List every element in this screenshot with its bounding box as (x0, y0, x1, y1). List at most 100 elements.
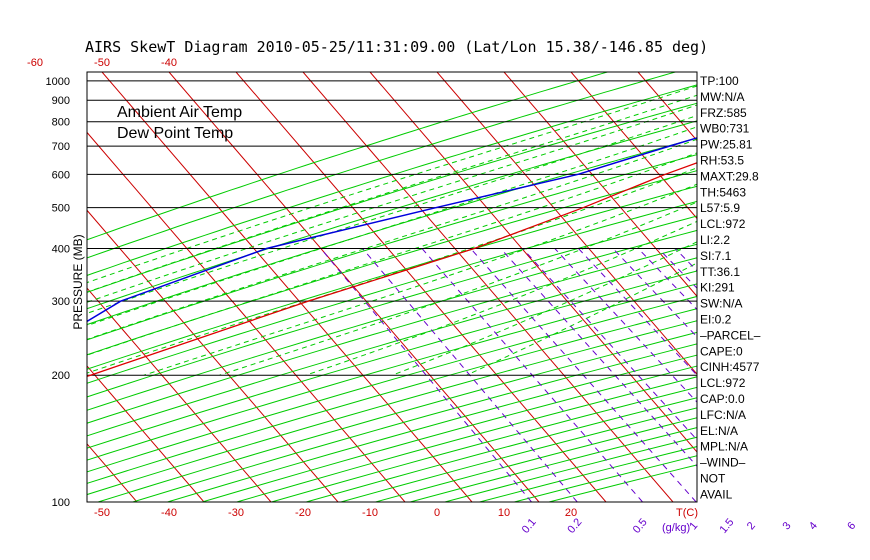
bottom-temp-tick-label: -40 (161, 507, 177, 519)
dry-adiabat-line (87, 295, 697, 473)
moist-adiabat-line (87, 115, 697, 314)
isotherm-line (0, 72, 3, 502)
mixing-ratio-line (746, 248, 870, 502)
pressure-tick-label: 1000 (46, 76, 70, 88)
dry-adiabat-line (87, 270, 697, 449)
index-label: –PARCEL– (700, 328, 761, 342)
pressure-tick-label: 400 (52, 243, 70, 255)
bottom-temp-tick-label: 10 (498, 507, 510, 519)
moist-adiabat-line (87, 94, 697, 293)
bottom-temp-tick-label: -50 (94, 507, 110, 519)
dry-adiabat-line (87, 102, 697, 293)
mixing-ratio-label: 0.1 (520, 516, 539, 535)
top-temp-tick-label: -60 (27, 57, 43, 69)
dry-adiabat-line (87, 215, 697, 398)
moist-adiabat-line (219, 201, 697, 376)
y-axis-label: PRESSURE (MB) (71, 234, 85, 329)
index-label: SW:N/A (700, 297, 742, 311)
dew-point-line (87, 137, 697, 323)
isotherm-line (302, 72, 674, 502)
bottom-temp-tick-label: -20 (295, 507, 311, 519)
index-label: MAXT:29.8 (700, 169, 759, 183)
top-temp-tick-label: -50 (94, 57, 110, 69)
mixing-ratio-line (764, 248, 870, 502)
mixing-ratio-label: 6 (845, 520, 858, 532)
mixing-ratio-line (793, 248, 870, 502)
moist-adiabat-line (87, 126, 697, 327)
mixing-ratio-line (578, 248, 697, 376)
index-label: RH:53.5 (700, 154, 744, 168)
moist-adiabat-line (87, 104, 697, 303)
isotherm-line (87, 287, 272, 502)
index-label: WB0:731 (700, 122, 750, 136)
bottom-temp-tick-label: 0 (434, 507, 440, 519)
moist-adiabat-line (87, 138, 697, 340)
dry-adiabat-line (87, 137, 697, 326)
dry-adiabat-line (87, 308, 697, 484)
dry-adiabat-line (132, 343, 697, 502)
dry-adiabat-line (87, 229, 697, 411)
dry-adiabat-line (87, 320, 697, 496)
index-label: LCL:972 (700, 376, 746, 390)
isotherm-line (0, 72, 70, 502)
mixing-ratio-label: 3 (781, 520, 794, 532)
dry-adiabat-line (87, 84, 697, 276)
mixing-ratio-label: 0.5 (631, 516, 650, 535)
mixing-ratio-line (554, 248, 697, 403)
legend-air-temp: Ambient Air Temp (117, 104, 242, 121)
index-label: EI:0.2 (700, 313, 732, 327)
mixing-ratio-line (724, 248, 870, 502)
bottom-temp-tick-label: -10 (362, 507, 378, 519)
isotherm-line (772, 72, 870, 502)
mixing-ratio-line (612, 248, 697, 338)
grid-layer (0, 72, 870, 502)
moist-adiabat-line (392, 241, 697, 376)
mixing-ratio-unit-label: (g/kg) (662, 522, 690, 534)
pressure-tick-label: 600 (52, 169, 70, 181)
index-label: CINH:4577 (700, 360, 760, 374)
legend-dew-point: Dew Point Temp (117, 125, 233, 142)
dry-adiabat-line (87, 154, 697, 341)
index-label: CAPE:0 (700, 344, 743, 358)
dry-adiabat-line (87, 257, 697, 437)
isotherm-line (101, 72, 473, 502)
bottom-temp-tick-label: -30 (228, 507, 244, 519)
mixing-ratio-label: 1.5 (717, 516, 736, 535)
isotherm-line (235, 72, 607, 502)
top-temp-tick-label: -40 (161, 57, 177, 69)
index-label: –WIND– (700, 456, 746, 470)
dry-adiabat-line (340, 407, 697, 502)
index-label: MPL:N/A (700, 440, 748, 454)
mixing-ratio-label: 4 (807, 520, 820, 532)
index-label: TT:36.1 (700, 265, 740, 279)
isotherm-line (570, 72, 697, 220)
isotherm-line (637, 72, 697, 142)
index-label: MW:N/A (700, 90, 744, 104)
mixing-ratio-label: 2 (745, 520, 758, 532)
moist-adiabat-line (143, 183, 697, 376)
index-label: SI:7.1 (700, 249, 732, 263)
dry-adiabat-line (87, 72, 608, 241)
temp-unit-label: T(C) (676, 507, 698, 519)
dry-adiabat-line (375, 417, 697, 502)
mixing-ratio-label: 0.2 (565, 516, 584, 535)
index-label: AVAIL (700, 487, 733, 501)
isotherm-line (436, 72, 697, 375)
frame-layer (86, 71, 698, 503)
pressure-tick-label: 300 (52, 296, 70, 308)
isotherm-line (87, 209, 339, 502)
index-label: LCL:972 (700, 217, 746, 231)
dry-adiabat-line (87, 200, 697, 384)
pressure-tick-label: 200 (52, 370, 70, 382)
dry-adiabat-line (87, 72, 676, 259)
dry-adiabat-line (87, 120, 697, 310)
index-label: KI:291 (700, 281, 735, 295)
dry-adiabat-line (87, 283, 697, 461)
pressure-tick-label: 900 (52, 95, 70, 107)
pressure-tick-label: 700 (52, 141, 70, 153)
pressure-tick-label: 500 (52, 203, 70, 215)
index-label: PW:25.81 (700, 138, 753, 152)
pressure-tick-label: 100 (52, 497, 70, 509)
isotherm-line (503, 72, 697, 298)
